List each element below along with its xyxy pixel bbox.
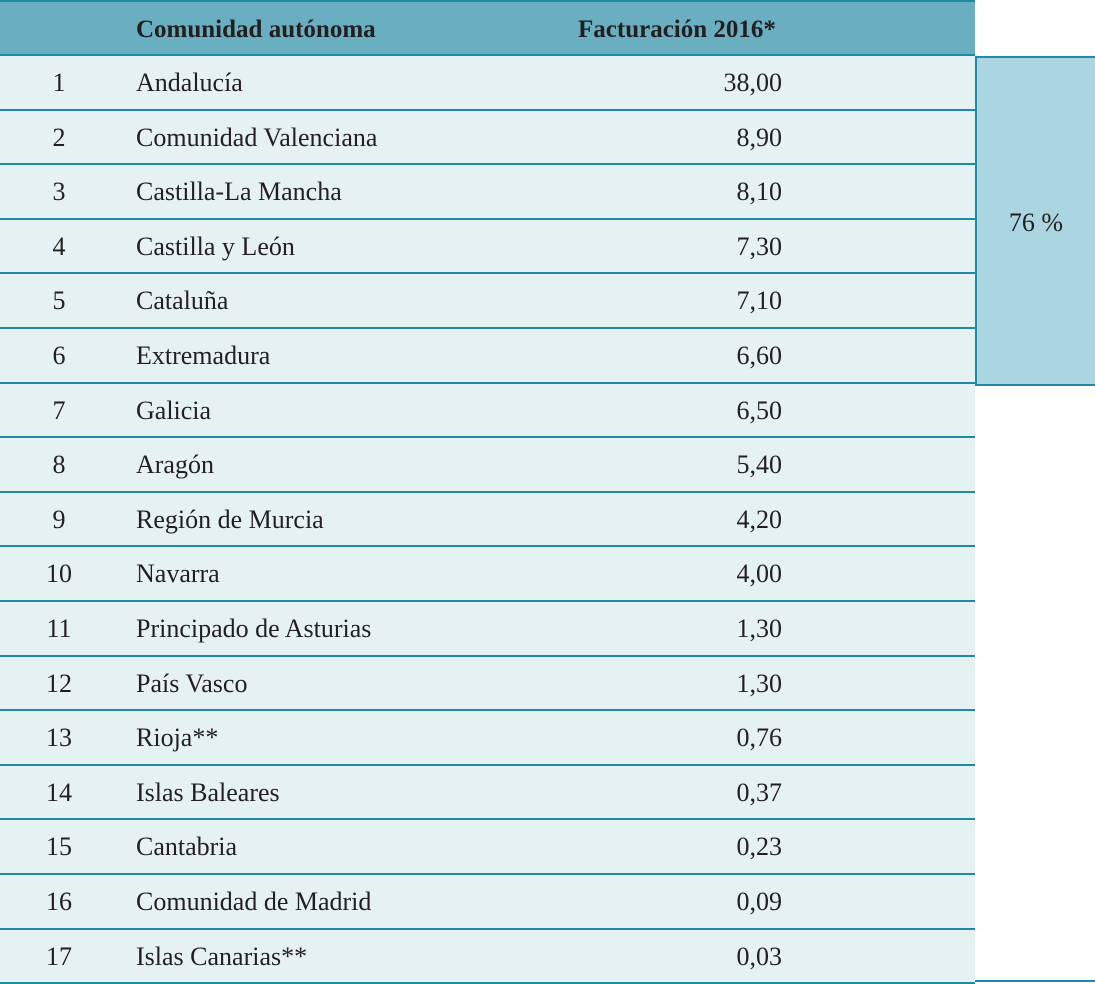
name-cell: Castilla y León [136,231,295,261]
table-row: 5 Cataluña 7,10 [0,274,975,329]
table-row: 9 Región de Murcia 4,20 [0,492,975,548]
value-cell: 38,00 [723,68,783,97]
table-row: 2 Comunidad Valenciana 8,90 [0,110,975,166]
table-row: 1 Andalucía 38,00 [0,56,975,111]
table-row: 13 Rioja** 0,76 [0,711,975,766]
table-row: 15 Cantabria 0,23 [0,820,975,875]
group-total-label: 76 % [1008,208,1064,237]
table-row: 4 Castilla y León 7,30 [0,219,975,275]
value-cell: 6,50 [736,395,783,425]
name-cell: Castilla-La Mancha [136,177,342,207]
value-cell: 0,03 [736,941,783,971]
name-cell: Comunidad de Madrid [136,886,372,916]
rank-cell: 14 [46,777,72,807]
name-cell: Cantabria [136,832,238,862]
name-cell: Islas Canarias** [136,941,308,971]
rank-cell: 2 [52,122,66,152]
table-row: 8 Aragón 5,40 [0,438,975,493]
rank-cell: 11 [46,613,72,643]
rank-cell: 1 [52,68,66,97]
rank-cell: 7 [52,395,66,425]
rank-cell: 17 [46,941,72,971]
name-cell: Andalucía [136,68,243,97]
value-cell: 1,30 [736,613,783,643]
table-row: 16 Comunidad de Madrid 0,09 [0,874,975,930]
value-cell: 4,00 [736,559,783,589]
rank-cell: 13 [46,723,72,753]
value-cell: 0,23 [736,832,783,862]
rank-cell: 9 [52,504,66,534]
name-cell: Islas Baleares [136,777,280,807]
value-cell: 5,40 [736,450,783,480]
table-row: 12 País Vasco 1,30 [0,656,975,712]
table-row: 14 Islas Baleares 0,37 [0,765,975,821]
rank-cell: 4 [52,231,66,261]
header-facturacion: Facturación 2016* [578,16,776,43]
name-cell: Cataluña [136,286,229,316]
value-cell: 8,90 [736,122,783,152]
name-cell: Extremadura [136,340,271,370]
name-cell: Rioja** [136,723,219,753]
table-row: 3 Castilla-La Mancha 8,10 [0,165,975,220]
rank-cell: 15 [46,832,72,862]
value-cell: 6,60 [736,340,783,370]
name-cell: Principado de Asturias [136,613,372,643]
rank-cell: 3 [52,177,66,207]
table-body: 1 Andalucía 38,00 2 Comunidad Valenciana 8,90… [0,56,975,984]
rank-cell: 6 [52,340,66,370]
value-cell: 0,37 [736,777,783,807]
rank-cell: 16 [46,886,72,916]
header-comunidad: Comunidad autónoma [136,16,376,43]
table-row: 7 Galicia 6,50 [0,383,975,439]
rank-cell: 12 [46,668,72,698]
name-cell: Aragón [136,450,214,480]
group-total-box: 76 % [975,56,1095,386]
name-cell: Región de Murcia [136,504,324,534]
value-cell: 7,10 [736,286,783,316]
name-cell: País Vasco [136,668,248,698]
table-row: 10 Navarra 4,00 [0,547,975,602]
value-cell: 4,20 [736,504,783,534]
rank-cell: 8 [52,450,66,480]
table-row: 6 Extremadura 6,60 [0,328,975,384]
name-cell: Galicia [136,395,212,425]
table-row: 11 Principado de Asturias 1,30 [0,601,975,657]
rank-cell: 10 [46,559,72,589]
value-cell: 1,30 [736,668,783,698]
value-cell: 7,30 [736,231,783,261]
name-cell: Navarra [136,559,220,589]
rank-cell: 5 [52,286,66,316]
table-bottom-rule [975,980,1095,982]
name-cell: Comunidad Valenciana [136,122,378,152]
value-cell: 0,76 [736,723,783,753]
value-cell: 8,10 [736,177,783,207]
table-header: Comunidad autónoma Facturación 2016* [0,0,975,56]
value-cell: 0,09 [736,886,783,916]
table-row: 17 Islas Canarias** 0,03 [0,929,975,984]
